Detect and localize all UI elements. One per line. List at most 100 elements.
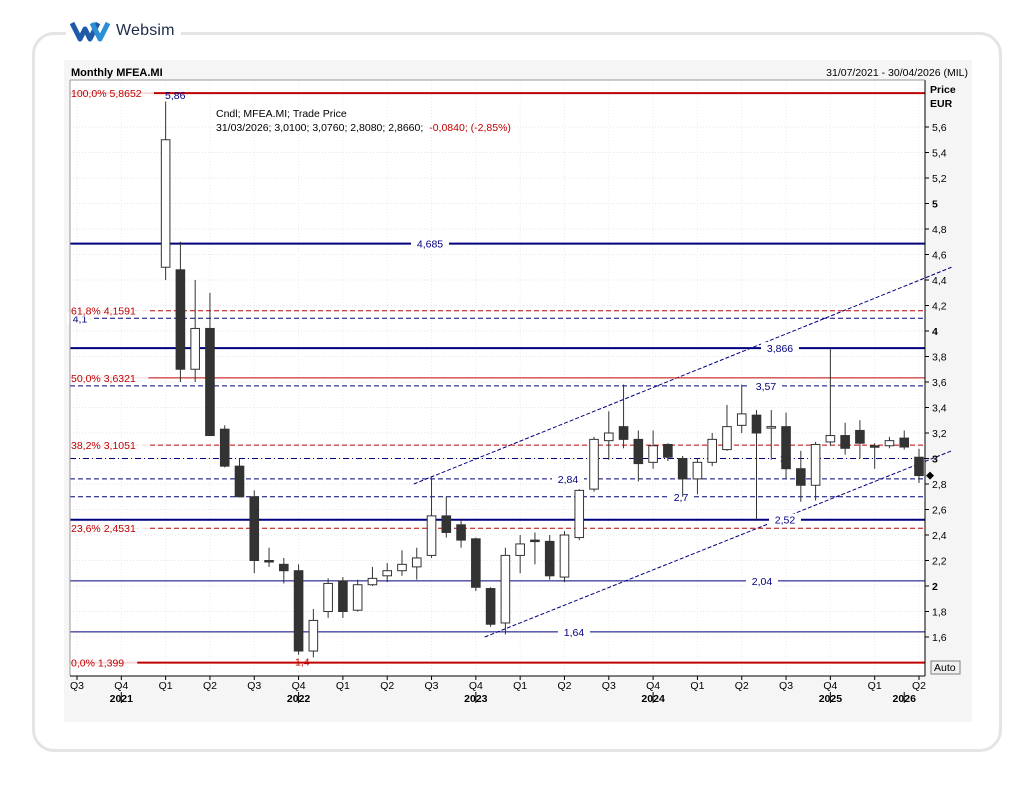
candle-bear <box>205 327 215 437</box>
level-label-bg <box>411 237 449 250</box>
candle-bear <box>899 437 910 448</box>
price-tick-label: 4,8 <box>932 224 947 236</box>
candle-bull <box>603 432 614 442</box>
level-label: 2,04 <box>752 576 773 588</box>
level-label-bg <box>769 513 801 526</box>
candle-bear <box>855 429 865 444</box>
candle-bull <box>500 554 511 624</box>
year-label: 2023 <box>464 693 488 705</box>
candle-bull <box>411 557 422 568</box>
candle-bull <box>574 489 585 539</box>
candle-bull <box>426 515 437 556</box>
brand-logo[interactable]: Websim <box>66 18 181 44</box>
candle-bull <box>722 426 732 451</box>
year-label: 2026 <box>893 693 917 705</box>
candle-bull <box>736 413 747 426</box>
quarter-tick-label: Q4 <box>646 680 660 692</box>
quarter-tick-label: Q1 <box>336 680 350 692</box>
last-price-marker <box>926 471 934 480</box>
candle-bear <box>279 563 289 572</box>
candle-bull <box>825 435 836 443</box>
channel-upper-line <box>413 266 952 485</box>
fib-label: 38,2% 3,1051 <box>71 440 136 452</box>
level-label: 1,64 <box>564 627 585 639</box>
fib-label: 100,0% 5,8652 <box>71 88 142 100</box>
quarter-tick-label: Q2 <box>912 680 926 692</box>
level-label: 4,685 <box>417 239 443 251</box>
quarter-tick-label: Q2 <box>203 680 217 692</box>
price-tick-label: 2,8 <box>932 479 947 491</box>
candle-bull <box>352 584 363 611</box>
price-tick-label: 3,4 <box>932 403 947 415</box>
candle-bull <box>810 443 821 486</box>
auto-scale-button[interactable] <box>930 660 961 675</box>
candle-bull <box>589 438 599 490</box>
level-label: 2,7 <box>674 492 689 504</box>
fib-label: 61,8% 4,1591 <box>71 306 136 318</box>
quarter-tick-label: Q1 <box>513 680 527 692</box>
price-tick-label: 5,2 <box>932 173 947 185</box>
fib-label-bg <box>70 656 138 669</box>
candle-bull <box>766 426 777 429</box>
fib-label: 0,0% 1,399 <box>71 658 124 670</box>
level-label-bg <box>668 490 694 503</box>
fib-label-bg <box>70 304 149 317</box>
candle-bull <box>559 534 570 578</box>
price-tick-label: 3 <box>932 454 938 466</box>
price-tick-label: 5,4 <box>932 148 947 160</box>
candle-bear <box>219 428 230 467</box>
candle-bull <box>884 440 895 447</box>
candle-bear <box>530 539 540 543</box>
fib-label: 50,0% 3,6321 <box>71 373 136 385</box>
fib-label-bg <box>70 439 149 452</box>
candle-bull <box>707 438 717 463</box>
date-range: 31/07/2021 - 30/04/2026 (MIL) <box>826 67 968 79</box>
candle-bear <box>293 570 304 652</box>
candle-bull <box>648 445 658 463</box>
candle-bear <box>840 435 850 449</box>
websim-logo-icon <box>70 21 111 42</box>
level-label: 3,57 <box>756 381 777 393</box>
price-tick-label: 2,2 <box>932 556 947 568</box>
level-label-bg <box>761 342 799 355</box>
candle-bull <box>382 570 393 577</box>
price-axis-unit: EUR <box>930 98 953 110</box>
price-axis-title: Price <box>930 84 956 96</box>
year-label: 2025 <box>819 693 843 705</box>
price-tick-label: 1,8 <box>932 607 947 619</box>
quarter-tick-label: Q4 <box>114 680 128 692</box>
level-label-bg <box>750 379 782 392</box>
level-label: 2,84 <box>558 474 579 486</box>
fib-bottom-price-label: 1,4 <box>295 657 310 669</box>
quarter-tick-label: Q3 <box>779 680 793 692</box>
candles <box>160 101 924 658</box>
candle-bear <box>338 580 348 613</box>
fib-label: 23,6% 2,4531 <box>71 523 136 535</box>
year-label: 2022 <box>287 693 311 705</box>
candle-bear <box>781 426 791 470</box>
axes: 1,6 1,8 2 2,2 2,4 2,6 2,8 3 3,2 3,4 3,6 3,8 4 4,2 4,4 4… <box>69 79 947 705</box>
price-tick-label: 4,4 <box>932 275 947 287</box>
price-tick-label: 4,6 <box>932 250 947 262</box>
legend-ohlc: 31/03/2026; 3,0100; 3,0760; 2,8080; 2,86… <box>216 122 423 134</box>
candle-bear <box>869 445 880 448</box>
price-tick-label: 2 <box>932 581 938 593</box>
quarter-tick-label: Q4 <box>292 680 306 692</box>
legend-line-2: 31/03/2026; 3,0100; 3,0760; 2,8080; 2,86… <box>216 122 511 134</box>
candle-bear <box>751 414 762 434</box>
candle-bear <box>175 269 186 370</box>
candle-bear <box>618 426 629 440</box>
quarter-tick-label: Q1 <box>690 680 704 692</box>
candle-bear <box>485 588 496 625</box>
candle-bear <box>663 443 673 458</box>
price-tick-label: 1,6 <box>932 632 947 644</box>
candle-bear <box>456 524 466 541</box>
candle-bull <box>323 582 333 613</box>
candle-bull <box>515 543 525 556</box>
quarter-tick-label: Q1 <box>159 680 173 692</box>
price-tick-label: 4,2 <box>932 301 947 313</box>
quarter-tick-label: Q2 <box>380 680 394 692</box>
quarter-tick-label: Q1 <box>868 680 882 692</box>
candle-bear <box>544 540 555 577</box>
